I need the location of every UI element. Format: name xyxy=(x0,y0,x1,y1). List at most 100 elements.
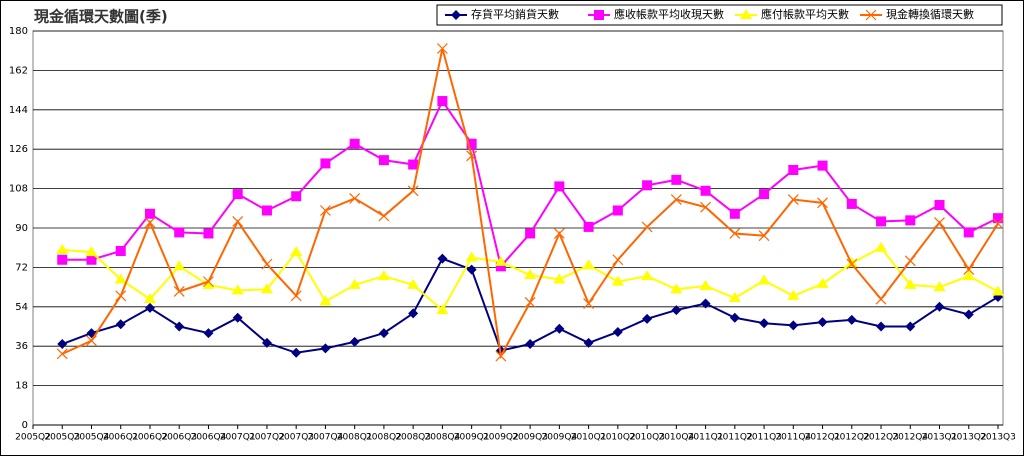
y-tick-label: 36 xyxy=(15,341,28,352)
marker xyxy=(963,309,974,320)
marker xyxy=(846,258,858,270)
marker xyxy=(992,285,1004,296)
x-tick-label: 2008Q2 xyxy=(366,433,402,443)
marker xyxy=(203,276,214,288)
marker xyxy=(553,273,566,284)
marker xyxy=(407,185,419,197)
legend-label: 應收帳款平均收現天數 xyxy=(614,7,724,21)
marker xyxy=(466,264,477,275)
marker xyxy=(554,323,565,334)
marker xyxy=(437,96,448,107)
x-tick-label: 2012Q4 xyxy=(892,433,928,443)
marker xyxy=(319,295,332,306)
marker xyxy=(729,228,741,239)
marker xyxy=(582,259,595,270)
marker xyxy=(495,261,506,272)
marker xyxy=(993,213,1003,224)
y-tick-label: 0 xyxy=(22,420,28,431)
x-tick-label: 2007Q1 xyxy=(220,433,256,443)
x-tick-label: 2011Q3 xyxy=(746,433,782,443)
marker xyxy=(436,304,449,315)
marker xyxy=(728,292,741,303)
marker xyxy=(261,258,273,270)
marker xyxy=(56,243,69,254)
legend-label: 現金轉換循環天數 xyxy=(886,7,974,21)
marker xyxy=(699,280,712,291)
marker xyxy=(583,298,595,309)
marker xyxy=(875,293,887,305)
marker xyxy=(671,305,682,316)
marker xyxy=(436,43,448,54)
y-tick-label: 18 xyxy=(15,381,28,392)
marker xyxy=(611,275,624,286)
x-tick-label: 2007Q4 xyxy=(308,433,344,443)
marker xyxy=(86,254,97,265)
marker xyxy=(377,270,390,281)
marker xyxy=(865,9,877,21)
marker xyxy=(86,335,97,347)
marker xyxy=(260,283,273,294)
marker xyxy=(905,215,916,226)
x-tick-label: 2007Q2 xyxy=(249,433,285,443)
marker xyxy=(992,218,1004,230)
marker xyxy=(788,164,799,175)
marker xyxy=(466,150,478,162)
marker xyxy=(758,274,771,285)
marker xyxy=(232,216,244,227)
marker xyxy=(144,217,156,228)
marker xyxy=(173,286,185,297)
marker xyxy=(114,273,127,284)
x-tick-label: 2006Q3 xyxy=(161,433,197,443)
x-tick-label: 2005Q2 xyxy=(15,433,51,443)
marker xyxy=(466,138,477,149)
marker xyxy=(846,198,857,209)
marker xyxy=(408,308,419,319)
marker xyxy=(203,228,214,239)
marker xyxy=(583,221,594,232)
marker xyxy=(291,191,302,202)
marker xyxy=(642,313,653,324)
marker xyxy=(451,10,461,20)
marker xyxy=(524,296,536,308)
x-tick-label: 2010Q4 xyxy=(658,433,694,443)
x-tick-label: 2010Q3 xyxy=(629,433,665,443)
y-tick-label: 162 xyxy=(9,65,28,76)
marker xyxy=(817,160,828,171)
marker xyxy=(846,314,857,325)
marker xyxy=(115,319,126,330)
marker xyxy=(408,159,419,170)
x-tick-label: 2006Q2 xyxy=(132,433,168,443)
marker xyxy=(553,228,565,239)
marker xyxy=(173,260,186,271)
y-tick-label: 72 xyxy=(15,262,28,273)
marker xyxy=(524,269,537,280)
marker xyxy=(320,158,331,169)
x-tick-label: 2012Q1 xyxy=(805,433,841,443)
marker xyxy=(641,270,654,281)
x-tick-label: 2005Q3 xyxy=(44,433,80,443)
marker xyxy=(349,336,360,347)
marker xyxy=(787,194,799,205)
marker xyxy=(612,254,624,266)
legend-label: 應付帳款平均天數 xyxy=(761,7,849,21)
legend-label: 存貨平均銷貨天數 xyxy=(471,7,559,21)
marker xyxy=(261,337,272,348)
marker xyxy=(816,277,829,288)
marker xyxy=(525,339,536,350)
x-tick-label: 2012Q2 xyxy=(834,433,870,443)
marker xyxy=(788,320,799,331)
marker xyxy=(740,9,752,19)
x-tick-label: 2009Q1 xyxy=(454,433,490,443)
marker xyxy=(174,321,185,332)
marker xyxy=(934,200,945,211)
marker xyxy=(787,289,800,300)
marker xyxy=(85,246,98,257)
marker xyxy=(320,343,331,354)
marker xyxy=(759,318,770,329)
marker xyxy=(465,251,478,262)
marker xyxy=(378,210,390,222)
marker xyxy=(612,326,623,337)
marker xyxy=(407,278,420,289)
marker xyxy=(378,328,389,339)
